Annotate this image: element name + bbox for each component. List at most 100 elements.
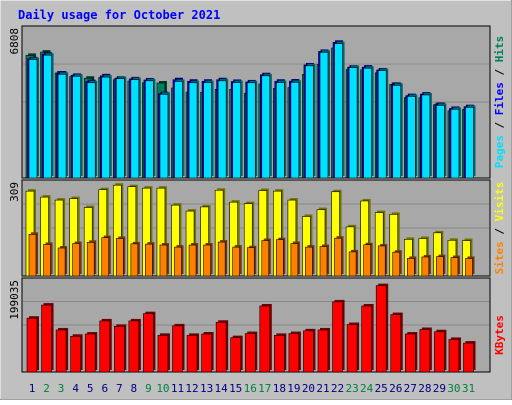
pages-bar-day-30-face — [450, 109, 460, 179]
kbytes-bar-day-15 — [230, 335, 243, 373]
sites-bar-day-18 — [276, 237, 286, 277]
kbytes-bar-day-11-face — [172, 325, 183, 373]
sites-bar-day-19-face — [290, 243, 299, 277]
sites-bar-day-22 — [334, 236, 344, 277]
kbytes-bar-day-1-face — [26, 317, 38, 373]
legend-hits: Hits — [493, 36, 506, 63]
kbytes-bar-day-31-face — [463, 342, 474, 373]
kbytes-bar-day-29 — [434, 329, 447, 373]
kbytes-bar-day-13-face — [201, 333, 212, 373]
pages-bar-day-18 — [276, 80, 287, 179]
day-label-27: 27 — [404, 382, 417, 395]
sites-bar-day-26-face — [392, 251, 401, 277]
pages-bar-day-1-face — [28, 59, 38, 179]
day-label-30: 30 — [447, 382, 460, 395]
pages-bar-day-5-face — [86, 82, 96, 179]
pages-bar-day-8 — [130, 77, 141, 179]
sites-bar-day-9 — [145, 242, 155, 277]
day-label-24: 24 — [360, 382, 374, 395]
kbytes-bar-day-3-face — [55, 329, 67, 373]
kbytes-bar-day-23-face — [346, 324, 358, 373]
pages-bar-day-11 — [174, 79, 185, 179]
kbytes-bar-day-3 — [55, 327, 69, 373]
pages-bar-day-20 — [305, 63, 316, 179]
pages-bar-day-21 — [319, 50, 330, 179]
sites-bar-day-24-face — [363, 244, 371, 277]
kbytes-bar-day-8-face — [128, 320, 140, 373]
pages-bar-day-28-face — [421, 94, 431, 179]
sites-bar-day-20-face — [305, 246, 313, 277]
pages-bar-day-23 — [348, 65, 360, 179]
day-label-18: 18 — [273, 382, 286, 395]
kbytes-bar-day-25 — [375, 283, 389, 373]
day-label-14: 14 — [215, 382, 229, 395]
pages-bar-day-1 — [28, 57, 39, 179]
day-labels: 1 2 3 4 5 6 7 8 9 10 11 12 13 14 15 16 17 18 19 20 21 22 23 24 2… — [29, 382, 475, 395]
pages-bar-day-24-face — [363, 67, 372, 179]
sites-bar-day-10 — [159, 243, 169, 277]
sites-bar-day-9-face — [145, 243, 153, 277]
kbytes-bar-day-14-face — [215, 321, 227, 373]
sites-bar-day-25 — [377, 243, 388, 277]
kbytes-bar-day-13 — [201, 332, 214, 373]
kbytes-bar-day-5 — [84, 332, 98, 373]
sites-bar-day-8 — [130, 241, 140, 277]
kbytes-bar-day-2 — [41, 303, 54, 373]
kbytes-bar-day-8 — [128, 318, 141, 373]
sites-bar-day-15 — [232, 245, 242, 277]
legend-mid-text: Sites / Visits — [493, 182, 506, 275]
pages-bar-day-16-face — [246, 82, 256, 179]
day-label-20: 20 — [302, 382, 315, 395]
pages-bar-day-7-face — [116, 78, 125, 179]
day-label-8: 8 — [131, 382, 138, 395]
sites-bar-day-31-face — [465, 258, 473, 277]
day-label-16: 16 — [244, 382, 257, 395]
kbytes-bar-day-27-face — [404, 333, 416, 373]
day-label-5: 5 — [87, 382, 94, 395]
kbytes-bar-day-5-face — [84, 333, 96, 373]
kbytes-bar-day-17 — [259, 303, 272, 373]
kbytes-bar-day-4-face — [70, 335, 81, 373]
kbytes-bar-day-18-face — [274, 335, 285, 373]
legend-separator: / — [493, 221, 506, 241]
sites-bar-day-1 — [28, 232, 38, 277]
pages-bar-day-8-face — [130, 79, 140, 179]
legend-separator: / — [493, 62, 506, 82]
kbytes-bar-day-12-face — [186, 335, 198, 373]
day-label-19: 19 — [287, 382, 300, 395]
sites-bar-day-10-face — [159, 244, 168, 277]
sites-bar-day-25-face — [377, 245, 386, 277]
day-label-9: 9 — [145, 382, 152, 395]
day-label-13: 13 — [200, 382, 213, 395]
legend-visits: Visits — [493, 182, 506, 222]
day-label-2: 2 — [43, 382, 50, 395]
sites-bar-day-20 — [305, 245, 315, 277]
mid-panel-max-label: 309 — [8, 182, 21, 202]
kbytes-bar-day-26 — [390, 312, 403, 373]
sites-bar-day-11 — [174, 245, 184, 277]
sites-bar-day-3-face — [57, 247, 66, 277]
day-label-3: 3 — [58, 382, 65, 395]
sites-bar-day-8-face — [130, 243, 139, 277]
sites-bar-day-12-face — [188, 244, 197, 277]
sites-bar-day-30-face — [450, 257, 459, 277]
kbytes-bar-day-22-face — [332, 301, 343, 373]
day-label-23: 23 — [345, 382, 358, 395]
kbytes-bar-day-12 — [186, 333, 200, 373]
kbytes-legend: KBytes — [493, 315, 506, 355]
pages-bar-day-3 — [57, 72, 69, 179]
day-label-10: 10 — [156, 382, 169, 395]
pages-bar-day-6 — [101, 75, 112, 179]
pages-bar-day-6-face — [101, 76, 111, 179]
sites-bar-day-14 — [217, 240, 228, 277]
pages-bar-day-24 — [363, 66, 374, 179]
pages-bar-day-4 — [72, 74, 83, 179]
sites-bar-day-15-face — [232, 246, 240, 277]
kbytes-bar-day-4 — [70, 334, 83, 373]
kbytes-bar-day-22 — [332, 299, 345, 373]
kbytes-bar-day-7 — [114, 324, 127, 373]
pages-bar-day-13 — [203, 80, 214, 179]
day-label-11: 11 — [171, 382, 184, 395]
legend-separator: / — [493, 115, 506, 135]
sites-bar-day-14-face — [217, 241, 226, 277]
